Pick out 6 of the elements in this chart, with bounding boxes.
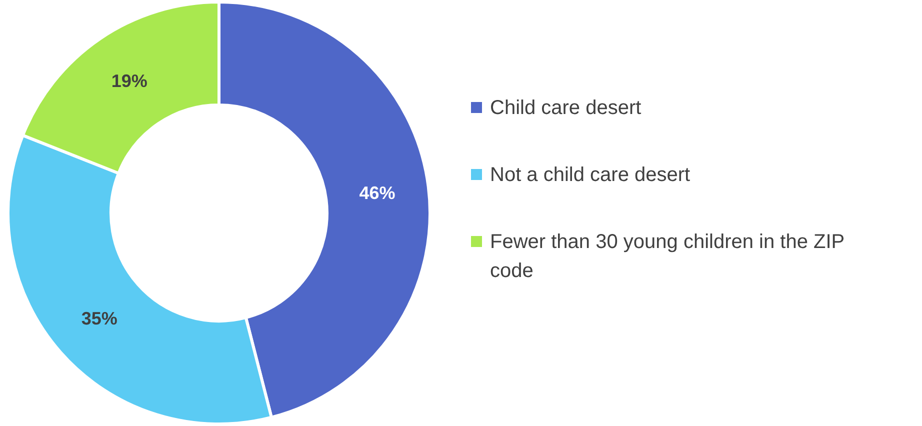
legend-label: Fewer than 30 young children in the ZIP code xyxy=(490,231,845,282)
data-label: 46% xyxy=(359,183,396,204)
legend-label: Not a child care desert xyxy=(490,164,691,186)
data-label: 35% xyxy=(81,308,118,328)
data-label: 19% xyxy=(111,71,148,92)
legend-label: Child care desert xyxy=(490,97,642,119)
